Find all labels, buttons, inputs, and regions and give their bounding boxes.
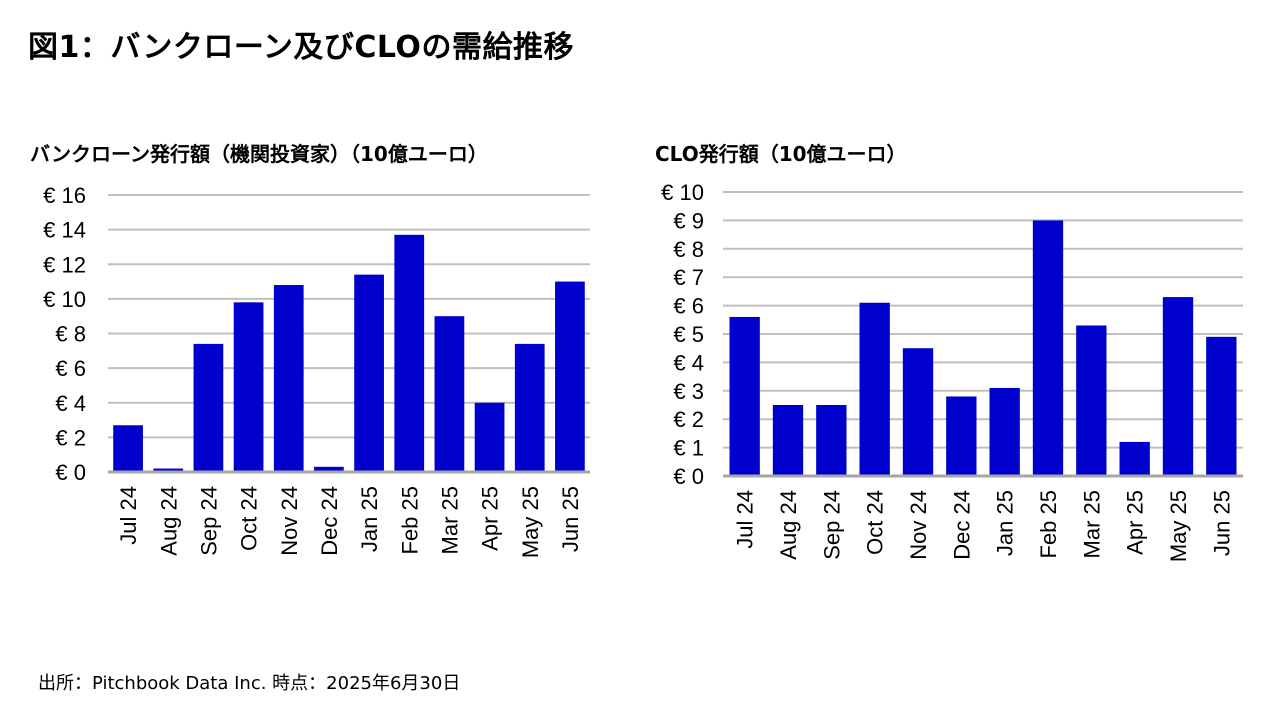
x-tick-label: Feb 25 (1036, 490, 1061, 559)
bar (902, 348, 934, 476)
y-tick-label: € 4 (673, 350, 704, 375)
bar (474, 402, 505, 472)
y-tick-label: € 0 (55, 460, 86, 485)
y-tick-label: € 1 (673, 436, 704, 461)
bar (772, 405, 804, 476)
y-tick-label: € 6 (55, 356, 86, 381)
y-tick-label: € 5 (673, 322, 704, 347)
clo-chart-title: CLO発行額（10億ユーロ） (655, 142, 907, 166)
x-tick-label: Apr 25 (1123, 490, 1148, 555)
y-tick-label: € 16 (43, 183, 86, 208)
bar (514, 343, 545, 472)
bank-loan-chart-title: バンクローン発行額（機関投資家）（10億ユーロ） (30, 142, 488, 166)
x-tick-label: Jun 25 (1209, 490, 1234, 556)
x-tick-label: Jan 25 (993, 490, 1018, 556)
x-tick-label: Nov 24 (906, 490, 931, 560)
x-tick-label: Aug 24 (776, 490, 801, 560)
bank-loan-issuance-chart: € 0 € 2 € 4 € 6 € 8 € 10 € 12 € 14 € 16 Jul 24 Aug… (43, 183, 590, 558)
x-tick-label: Dec 24 (317, 486, 342, 556)
source-note: 出所：Pitchbook Data Inc. 時点：2025年6月30日 (38, 673, 461, 694)
bar (314, 466, 344, 472)
bar (434, 316, 465, 472)
x-tick-label: Jul 24 (733, 490, 758, 549)
bar (1032, 220, 1064, 476)
bar (729, 316, 760, 476)
bar (555, 281, 585, 472)
x-tick-label: May 25 (1166, 490, 1191, 562)
bar (946, 396, 977, 476)
x-tick-label: Mar 25 (437, 486, 462, 554)
y-tick-label: € 6 (673, 294, 704, 319)
bar (113, 425, 143, 472)
y-tick-label: € 14 (43, 218, 86, 243)
x-tick-label: Jul 24 (116, 486, 141, 545)
bar (816, 405, 847, 476)
x-tick-label: Oct 24 (237, 486, 262, 551)
bar (1162, 297, 1194, 476)
y-tick-label: € 7 (673, 265, 704, 290)
bar (193, 343, 224, 472)
bar (394, 234, 425, 472)
x-tick-label: Feb 25 (397, 486, 422, 555)
bar (1206, 336, 1237, 476)
y-tick-label: € 0 (673, 464, 704, 489)
y-tick-label: € 4 (55, 391, 86, 416)
page-title: 図1：バンクローン及びCLOの需給推移 (28, 30, 574, 65)
x-tick-label: Sep 24 (819, 490, 844, 560)
bar (1076, 325, 1107, 476)
bar (233, 302, 264, 472)
bar (354, 274, 384, 472)
y-tick-label: € 8 (673, 237, 704, 262)
x-tick-label: Mar 25 (1079, 490, 1104, 558)
x-tick-label: Oct 24 (863, 490, 888, 555)
y-tick-label: € 12 (43, 252, 86, 277)
x-tick-label: Aug 24 (156, 486, 181, 556)
x-tick-label: Apr 25 (478, 486, 503, 551)
bar (859, 302, 890, 476)
x-tick-label: Sep 24 (196, 486, 221, 556)
x-tick-label: Nov 24 (277, 486, 302, 556)
y-tick-label: € 10 (661, 180, 704, 205)
x-tick-label: Dec 24 (949, 490, 974, 560)
x-tick-label: Jan 25 (357, 486, 382, 552)
y-tick-label: € 10 (43, 287, 86, 312)
y-tick-label: € 2 (673, 407, 704, 432)
x-tick-label: May 25 (518, 486, 543, 558)
x-tick-label: Jun 25 (558, 486, 583, 552)
y-tick-label: € 8 (55, 322, 86, 347)
bar (1119, 441, 1150, 476)
y-tick-label: € 3 (673, 379, 704, 404)
clo-issuance-chart: € 0 € 1 € 2 € 3 € 4 € 5 € 6 € 7 € 8 € 9 € 10 Jul 24… (661, 180, 1243, 562)
bar (153, 468, 184, 472)
bar (989, 387, 1020, 476)
y-tick-label: € 2 (55, 425, 86, 450)
y-tick-label: € 9 (673, 208, 704, 233)
bar (273, 285, 304, 472)
